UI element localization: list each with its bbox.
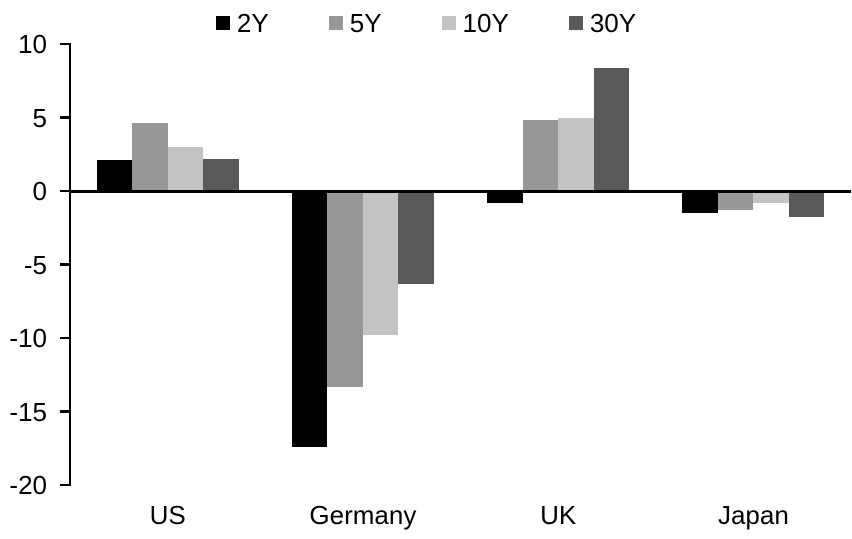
y-axis-tick xyxy=(60,483,70,487)
bar-5y-uk xyxy=(522,120,559,191)
legend-item-2y: 2Y xyxy=(215,7,269,39)
bar-2y-uk xyxy=(487,191,523,203)
bar-5y-us xyxy=(132,123,168,191)
y-axis-tick-label: 5 xyxy=(32,102,47,133)
bar-2y-us xyxy=(96,160,133,191)
bar-30y-uk xyxy=(593,67,630,191)
y-axis-tick-label: -5 xyxy=(23,249,47,280)
y-axis-tick-label: -15 xyxy=(9,396,47,427)
bar-10y-us xyxy=(167,146,204,191)
bar-10y-germany xyxy=(362,191,399,336)
y-axis-tick xyxy=(60,336,70,340)
legend-label: 10Y xyxy=(462,7,509,38)
y-axis-tick xyxy=(60,410,70,413)
legend-item-5y: 5Y xyxy=(328,7,382,39)
legend-color-swatch xyxy=(215,16,230,30)
y-axis-tick-label: -20 xyxy=(9,470,47,500)
zero-axis-line xyxy=(70,189,851,193)
legend-item-10y: 10Y xyxy=(441,7,509,39)
y-axis-tick-label: 10 xyxy=(18,29,47,59)
bar-30y-japan xyxy=(788,191,825,218)
legend-label: 5Y xyxy=(349,7,382,38)
bar-2y-germany xyxy=(291,191,328,447)
category-label-germany: Germany xyxy=(309,500,417,530)
y-axis-tick xyxy=(60,42,70,46)
category-label-us: US xyxy=(149,500,186,530)
legend-label: 2Y xyxy=(236,7,269,38)
bar-5y-japan xyxy=(717,191,754,211)
bar-30y-germany xyxy=(398,191,434,284)
legend-color-swatch xyxy=(441,16,456,30)
bar-30y-us xyxy=(203,158,239,191)
y-axis-tick-label: -10 xyxy=(9,323,47,353)
bar-10y-japan xyxy=(753,191,789,203)
y-axis-tick xyxy=(60,263,70,266)
bar-5y-germany xyxy=(327,191,363,387)
legend-item-30y: 30Y xyxy=(568,7,637,39)
y-axis-tick-label: 0 xyxy=(32,176,47,206)
legend-label: 30Y xyxy=(589,7,637,38)
chart-legend: 2Y 5Y 10Y 30Y xyxy=(0,6,852,40)
y-axis-tick xyxy=(60,189,70,193)
category-label-japan: Japan xyxy=(717,500,789,530)
legend-color-swatch xyxy=(328,16,343,30)
bar-10y-uk xyxy=(558,117,594,191)
y-axis-line xyxy=(68,42,72,487)
legend-color-swatch xyxy=(568,16,583,30)
category-label-uk: UK xyxy=(540,500,577,530)
y-axis-tick xyxy=(60,116,70,119)
bar-2y-japan xyxy=(682,191,718,214)
